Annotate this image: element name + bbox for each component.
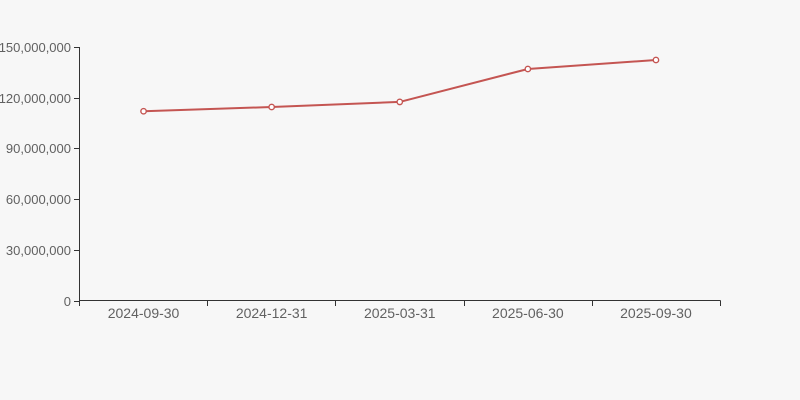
y-axis-label: 60,000,000	[6, 192, 71, 207]
data-point-marker[interactable]	[140, 107, 147, 115]
x-axis-label: 2024-12-31	[236, 305, 308, 321]
y-axis-label: 120,000,000	[0, 91, 71, 106]
data-point-marker[interactable]	[396, 98, 404, 106]
y-axis-label: 90,000,000	[6, 141, 71, 156]
x-axis-label: 2025-06-30	[492, 305, 564, 321]
x-axis-label: 2025-09-30	[620, 305, 692, 321]
y-axis-label: 150,000,000	[0, 40, 71, 55]
y-axis-label: 30,000,000	[6, 243, 71, 258]
x-axis-label: 2025-03-31	[364, 305, 436, 321]
data-point-marker[interactable]	[652, 56, 660, 64]
data-point-marker[interactable]	[524, 65, 532, 73]
data-point-marker[interactable]	[268, 103, 276, 111]
x-axis-label: 2024-09-30	[108, 305, 180, 321]
y-axis-label: 0	[64, 294, 71, 309]
